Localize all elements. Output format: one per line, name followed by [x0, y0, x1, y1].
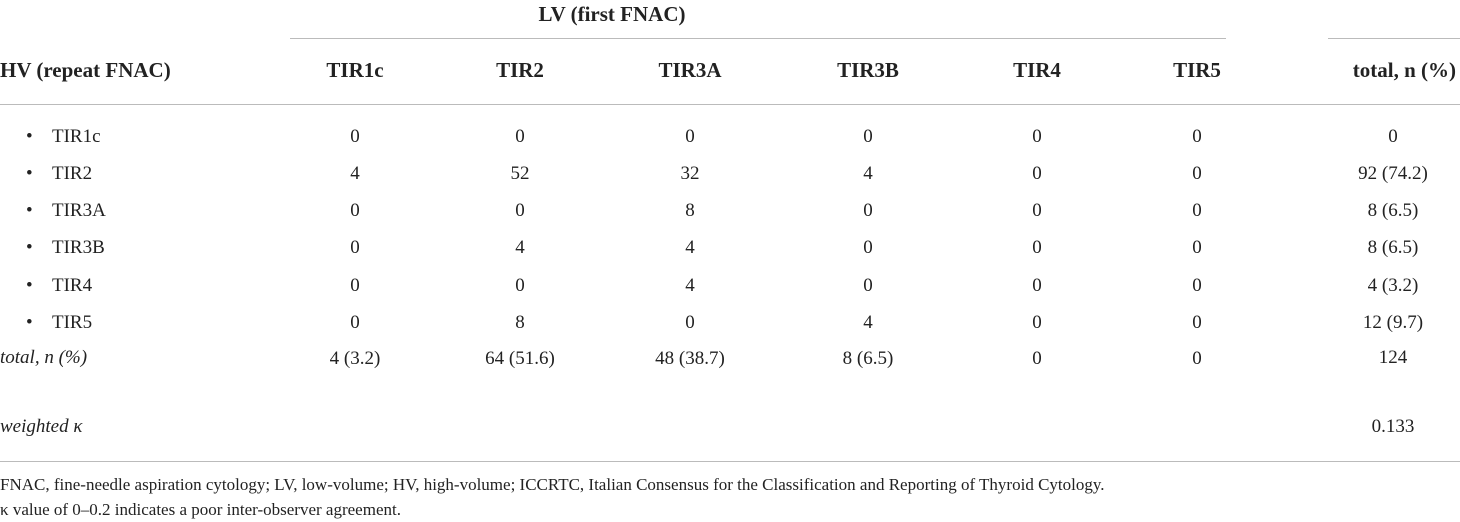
cell: 0	[685, 312, 695, 333]
group-header: LV (first FNAC)	[538, 2, 686, 26]
footnote: FNAC, fine-needle aspiration cytology; L…	[0, 475, 1105, 494]
column-header: TIR2	[496, 58, 544, 82]
bullet: •	[26, 312, 33, 333]
cell: 4	[685, 275, 695, 296]
row-label: TIR2	[52, 163, 93, 184]
cell: 0	[1192, 237, 1202, 258]
row-label: TIR3B	[52, 237, 105, 258]
cell: 4 (3.2)	[329, 348, 381, 369]
cell: 4	[515, 237, 525, 258]
cell: 0	[1192, 200, 1202, 221]
total-cell: 0	[1388, 126, 1398, 147]
row-label: weighted κ	[0, 416, 83, 437]
cell: 0	[350, 200, 360, 221]
cell: 4	[863, 312, 873, 333]
cell: 8	[685, 200, 695, 221]
cell: 0	[350, 312, 360, 333]
rule	[1328, 38, 1460, 39]
total-cell: 0.133	[1371, 416, 1415, 437]
cell: 0	[1032, 312, 1042, 333]
rule	[0, 104, 1460, 105]
cell: 64 (51.6)	[485, 348, 555, 369]
total-cell: 4 (3.2)	[1367, 275, 1419, 296]
cell: 0	[1192, 312, 1202, 333]
cell: 0	[1192, 275, 1202, 296]
total-cell: 124	[1378, 347, 1408, 368]
cell: 0	[515, 275, 525, 296]
cell: 0	[685, 126, 695, 147]
total-header: total, n (%)	[1352, 58, 1456, 82]
total-cell: 92 (74.2)	[1358, 163, 1428, 184]
cell: 8	[515, 312, 525, 333]
cell: 0	[863, 275, 873, 296]
row-header: HV (repeat FNAC)	[0, 58, 171, 82]
cell: 0	[1032, 200, 1042, 221]
cell: 0	[515, 200, 525, 221]
row-label: TIR5	[52, 312, 93, 333]
column-header: TIR1c	[326, 58, 384, 82]
cell: 8 (6.5)	[842, 348, 894, 369]
cell: 0	[1032, 237, 1042, 258]
bullet: •	[26, 275, 33, 296]
row-label: total, n (%)	[0, 347, 88, 368]
cell: 0	[515, 126, 525, 147]
cell: 0	[1192, 348, 1202, 369]
cell: 4	[863, 163, 873, 184]
cell: 0	[1032, 275, 1042, 296]
cell: 0	[1192, 163, 1202, 184]
column-header: TIR3B	[837, 58, 899, 82]
bullet: •	[26, 200, 33, 221]
cell: 0	[1192, 126, 1202, 147]
bullet: •	[26, 237, 33, 258]
cell: 0	[1032, 348, 1042, 369]
total-cell: 8 (6.5)	[1367, 200, 1419, 221]
rule	[290, 38, 1226, 39]
cell: 0	[350, 237, 360, 258]
row-label: TIR1c	[52, 126, 101, 147]
cell: 4	[685, 237, 695, 258]
total-cell: 12 (9.7)	[1362, 312, 1424, 333]
cell: 4	[350, 163, 360, 184]
row-label: TIR3A	[52, 200, 106, 221]
cell: 0	[863, 237, 873, 258]
cell: 0	[350, 126, 360, 147]
column-header: TIR3A	[658, 58, 722, 82]
cell: 0	[1032, 126, 1042, 147]
cell: 0	[863, 200, 873, 221]
cell: 52	[510, 163, 530, 184]
footnote: κ value of 0–0.2 indicates a poor inter-…	[0, 500, 401, 519]
bullet: •	[26, 163, 33, 184]
cell: 0	[863, 126, 873, 147]
cell: 32	[680, 163, 700, 184]
rule	[0, 461, 1460, 462]
cell: 48 (38.7)	[655, 348, 725, 369]
column-header: TIR5	[1173, 58, 1221, 82]
row-label: TIR4	[52, 275, 93, 296]
total-cell: 8 (6.5)	[1367, 237, 1419, 258]
cell: 0	[1032, 163, 1042, 184]
column-header: TIR4	[1013, 58, 1061, 82]
bullet: •	[26, 126, 33, 147]
cell: 0	[350, 275, 360, 296]
